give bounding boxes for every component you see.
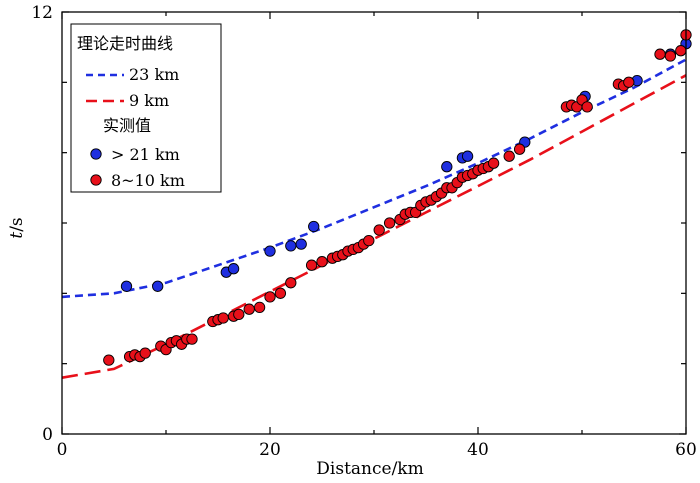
- point-deep-10: [461, 150, 474, 162]
- y-axis-label-unit: /s: [7, 217, 27, 231]
- point-shallow-18: [253, 301, 266, 314]
- point-shallow-65: [675, 45, 687, 57]
- curve-9km: [61, 74, 687, 379]
- legend-label-23km: 23 km: [129, 65, 179, 84]
- point-shallow-19: [264, 291, 276, 303]
- point-shallow-21: [285, 277, 297, 289]
- point-shallow-54: [513, 143, 526, 155]
- legend: 理论走时曲线 23 km 9 km 实测值 > 21 km 8~10 km: [70, 23, 222, 193]
- point-shallow-33: [383, 217, 396, 229]
- x-tick-label-0: 0: [57, 440, 68, 460]
- point-deep-6: [295, 238, 307, 250]
- point-shallow-32: [373, 224, 385, 236]
- point-shallow-17: [243, 303, 255, 315]
- legend-title-theory: 理论走时曲线: [77, 34, 173, 53]
- x-tick-label-60: 60: [675, 440, 697, 460]
- point-deep-4: [264, 245, 276, 257]
- x-axis-label: Distance/km: [316, 459, 423, 479]
- axis-ticks: 0 20 40 60 0 12: [31, 3, 696, 460]
- y-tick-label-12: 12: [31, 3, 53, 23]
- point-deep-3: [227, 263, 240, 275]
- point-shallow-16: [233, 308, 245, 321]
- observed-points: [103, 29, 692, 366]
- point-deep-1: [152, 280, 164, 292]
- x-tick-label-20: 20: [259, 440, 281, 460]
- point-shallow-31: [363, 234, 375, 247]
- point-shallow-14: [217, 312, 229, 324]
- point-deep-8: [441, 161, 453, 173]
- point-shallow-0: [103, 354, 115, 366]
- point-shallow-22: [305, 259, 318, 271]
- point-shallow-52: [487, 157, 500, 169]
- legend-marker-shallow: [90, 174, 102, 186]
- legend-box: [70, 23, 222, 193]
- y-tick-label-0: 0: [42, 425, 53, 445]
- legend-label-deep: > 21 km: [111, 145, 180, 164]
- point-shallow-53: [503, 150, 515, 162]
- x-tick-label-40: 40: [467, 440, 489, 460]
- legend-title-observed: 实测值: [103, 116, 151, 135]
- point-shallow-63: [654, 48, 666, 60]
- legend-marker-deep: [90, 148, 102, 160]
- y-axis-label-italic: t: [7, 232, 27, 239]
- point-deep-5: [285, 240, 297, 252]
- point-shallow-59: [581, 101, 593, 113]
- point-shallow-23: [316, 256, 328, 268]
- point-deep-0: [120, 280, 133, 292]
- legend-label-shallow: 8~10 km: [111, 171, 185, 190]
- point-shallow-62: [623, 76, 635, 88]
- curve-23km: [61, 58, 687, 299]
- y-axis-label: t/s: [7, 217, 27, 238]
- point-shallow-11: [186, 333, 198, 345]
- point-shallow-20: [274, 287, 287, 299]
- theory-curves: [61, 58, 687, 379]
- point-deep-7: [308, 220, 320, 233]
- point-shallow-64: [664, 50, 677, 62]
- point-shallow-4: [139, 347, 151, 359]
- legend-label-9km: 9 km: [129, 91, 169, 110]
